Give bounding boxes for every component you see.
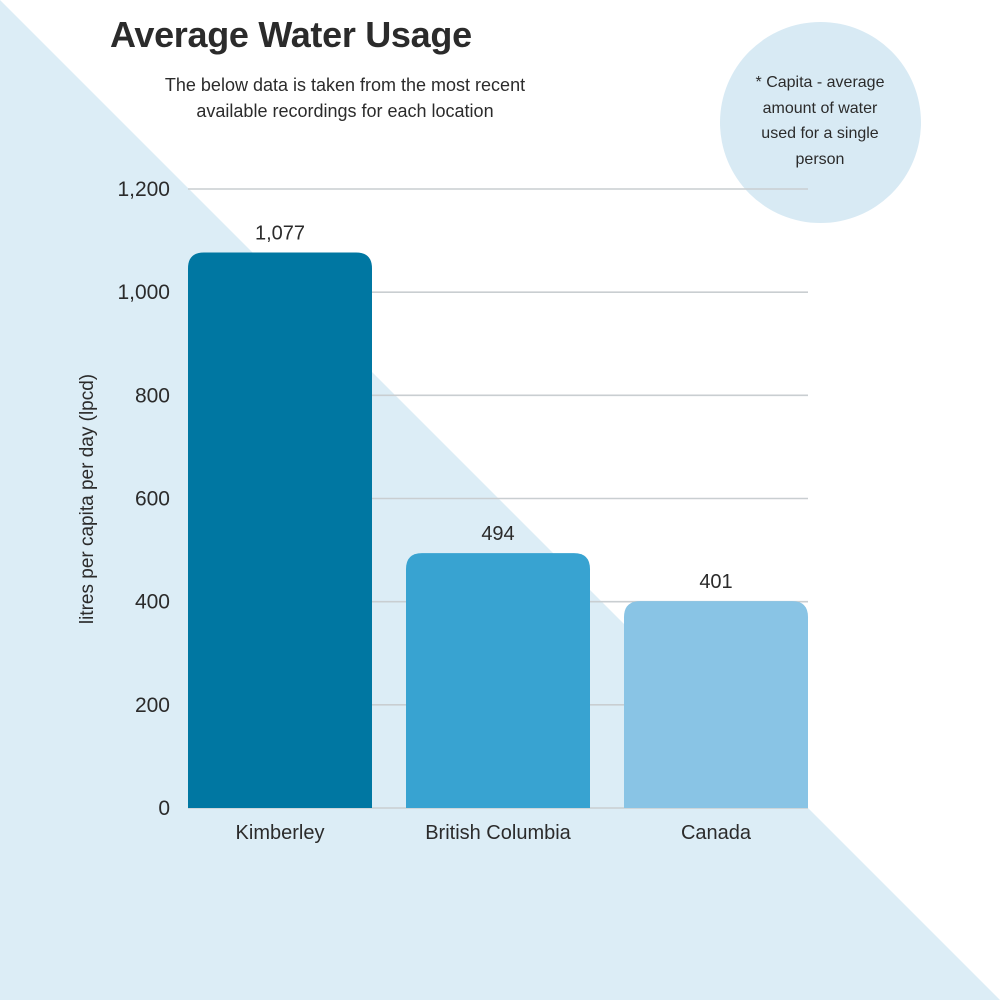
bar-value-label: 1,077: [255, 222, 305, 244]
chart-title: Average Water Usage: [110, 14, 472, 55]
y-tick-label: 200: [135, 694, 170, 717]
chart-subtitle: The below data is taken from the most re…: [164, 75, 526, 121]
y-tick-label: 600: [135, 488, 170, 511]
y-tick-label: 1,000: [117, 281, 170, 304]
x-axis-labels: Kimberley British Columbia Canada: [236, 822, 752, 844]
y-tick-label: 800: [135, 384, 170, 407]
bar-canada: [624, 601, 808, 808]
bar-british-columbia: [406, 553, 590, 808]
footnote-text: * Capita - average amount of water used …: [755, 74, 885, 168]
y-axis-ticks: 0 200 400 600 800 1,000 1,200: [117, 178, 170, 820]
y-tick-label: 0: [158, 797, 170, 820]
x-category-label: Canada: [681, 822, 752, 844]
bars: [188, 252, 808, 808]
bar-value-label: 401: [699, 571, 732, 593]
y-tick-label: 400: [135, 591, 170, 614]
bar-value-label: 494: [481, 523, 514, 545]
value-labels: 1,077 494 401: [255, 222, 733, 593]
bar-kimberley: [188, 252, 372, 808]
x-category-label: British Columbia: [425, 822, 571, 844]
y-tick-label: 1,200: [117, 178, 170, 201]
x-category-label: Kimberley: [236, 822, 325, 844]
